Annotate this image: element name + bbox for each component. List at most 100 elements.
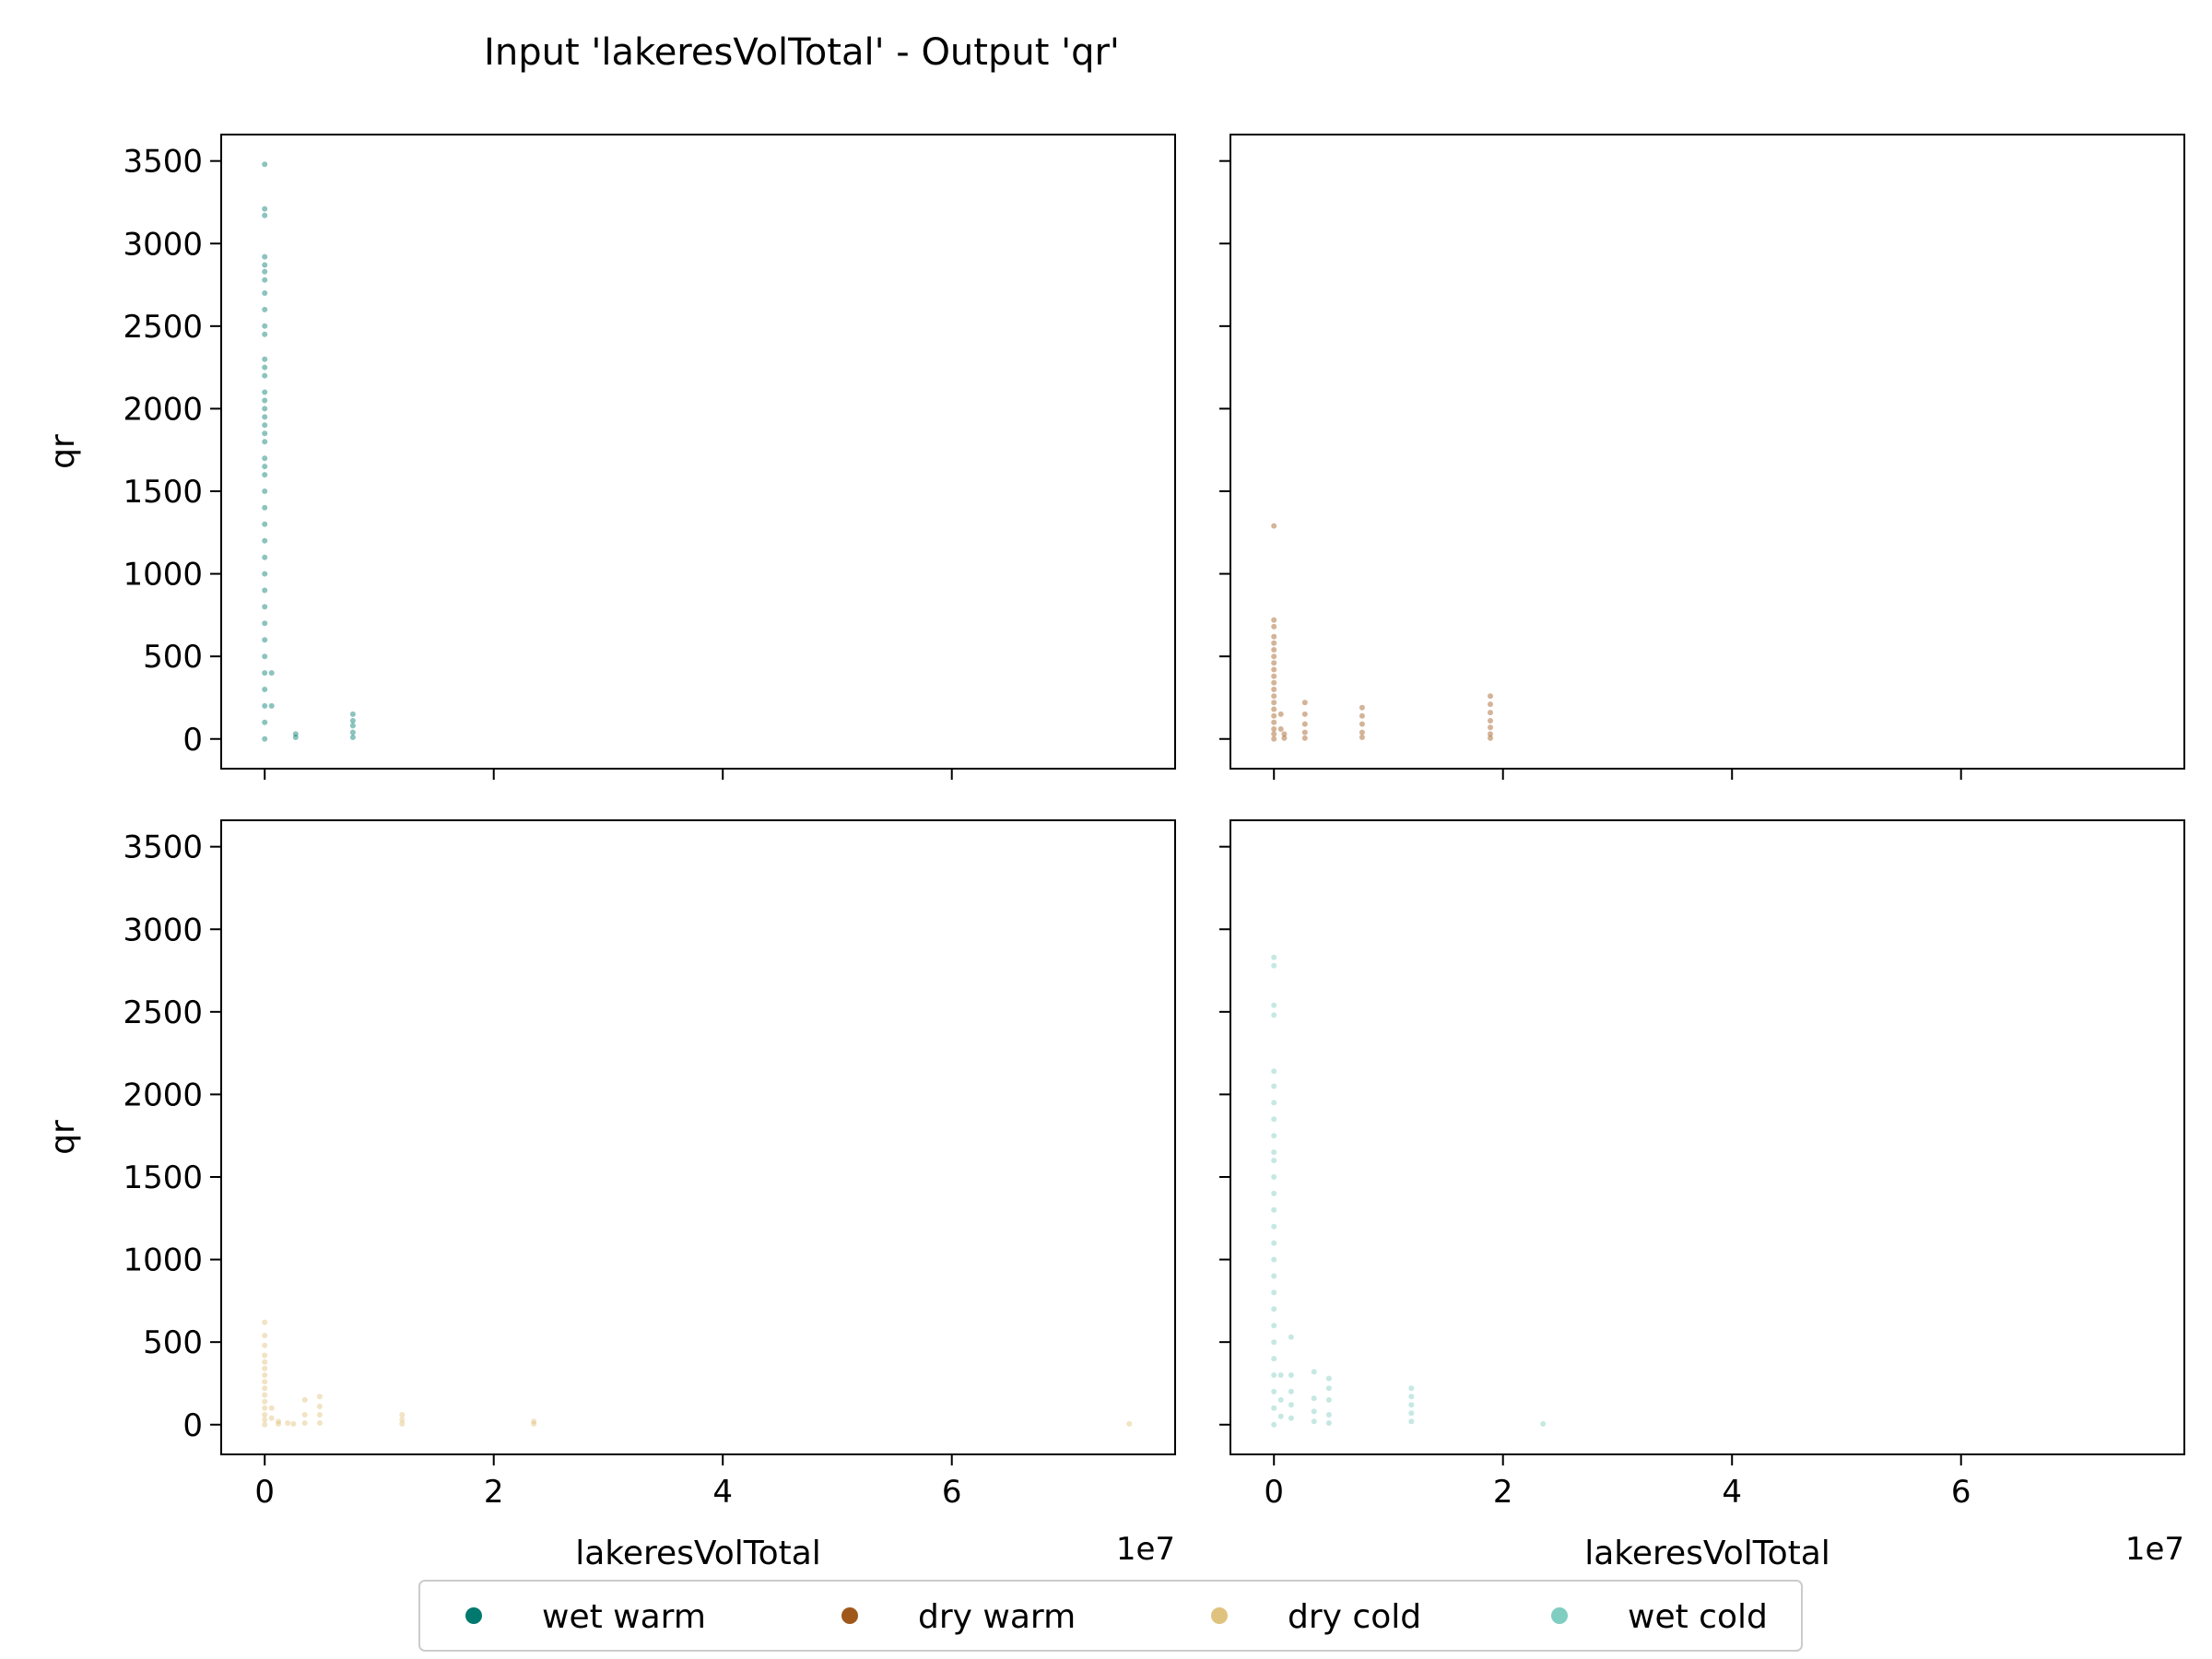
legend-box bbox=[418, 1580, 1803, 1652]
data-point bbox=[1277, 1396, 1284, 1403]
data-point bbox=[1271, 731, 1277, 737]
data-point bbox=[1271, 700, 1277, 706]
y-tick-label: 500 bbox=[143, 1324, 203, 1361]
data-point bbox=[1488, 701, 1493, 708]
data-point bbox=[262, 364, 268, 371]
data-point bbox=[1271, 640, 1277, 646]
data-point bbox=[1359, 712, 1365, 719]
data-point bbox=[1271, 1339, 1277, 1346]
legend-label: wet cold bbox=[1628, 1598, 1768, 1636]
data-point bbox=[1301, 711, 1308, 717]
data-point bbox=[1271, 1158, 1277, 1164]
data-point bbox=[262, 406, 268, 412]
data-point bbox=[262, 554, 268, 560]
data-point bbox=[262, 1417, 268, 1423]
y-tick-label: 1500 bbox=[123, 474, 203, 511]
data-point bbox=[262, 1412, 268, 1418]
data-point bbox=[1271, 1273, 1277, 1279]
y-tick-label: 2500 bbox=[123, 309, 203, 346]
data-point bbox=[1408, 1410, 1415, 1417]
x-tick-label: 2 bbox=[484, 1474, 504, 1511]
data-point bbox=[1325, 1412, 1332, 1418]
x-offset-label: 1e7 bbox=[2125, 1531, 2184, 1568]
y-tick-label: 1000 bbox=[123, 557, 203, 594]
data-point bbox=[1271, 1421, 1277, 1428]
data-point bbox=[1271, 523, 1277, 529]
scatter-series-wet-warm bbox=[262, 161, 356, 742]
data-point bbox=[262, 1365, 268, 1371]
data-point bbox=[316, 1404, 323, 1409]
data-point bbox=[1359, 721, 1365, 727]
data-point bbox=[1281, 731, 1288, 737]
data-point bbox=[1271, 1083, 1277, 1089]
data-point bbox=[399, 1420, 406, 1427]
data-point bbox=[292, 735, 299, 740]
data-point bbox=[262, 206, 268, 212]
data-point bbox=[1540, 1420, 1547, 1427]
data-point bbox=[349, 718, 356, 724]
data-point bbox=[262, 356, 268, 362]
y-tick-label: 3000 bbox=[123, 226, 203, 263]
data-point bbox=[262, 670, 268, 677]
panel-1: 0 500 1000 1500 2000 2500 3000 3500 qr bbox=[44, 134, 1176, 780]
data-point bbox=[531, 1420, 537, 1427]
data-point bbox=[1301, 729, 1308, 735]
data-point bbox=[1277, 1372, 1284, 1378]
panel-4: 0 2 4 6 lakeresVolTotal 1e7 bbox=[1219, 819, 2185, 1572]
x-axis-label: lakeresVolTotal bbox=[1584, 1535, 1830, 1572]
data-point bbox=[1271, 1100, 1277, 1106]
legend-entry-wet-warm: wet warm bbox=[465, 1598, 706, 1636]
scatter-series-wet-cold bbox=[1271, 954, 1547, 1428]
data-point bbox=[301, 1420, 308, 1426]
data-point bbox=[1288, 1402, 1294, 1408]
data-point bbox=[1277, 711, 1284, 717]
data-point bbox=[1271, 1356, 1277, 1362]
data-point bbox=[262, 488, 268, 494]
data-point bbox=[262, 653, 268, 660]
data-point bbox=[262, 1342, 268, 1348]
data-point bbox=[1271, 1289, 1277, 1296]
y-tick-label: 3500 bbox=[123, 144, 203, 181]
panels: 0 500 1000 1500 2000 2500 3000 3500 qr 0 500 1000 15… bbox=[44, 134, 2185, 1572]
y-tick-label: 0 bbox=[182, 722, 203, 759]
data-point bbox=[290, 1420, 297, 1427]
data-point bbox=[262, 537, 268, 544]
data-point bbox=[262, 331, 268, 337]
data-point bbox=[1488, 724, 1493, 731]
data-point bbox=[262, 735, 268, 742]
data-point bbox=[262, 262, 268, 268]
data-point bbox=[1271, 1190, 1277, 1196]
data-point bbox=[1488, 693, 1493, 700]
data-point bbox=[1271, 1012, 1277, 1018]
data-point bbox=[262, 571, 268, 577]
legend-label: wet warm bbox=[542, 1598, 706, 1636]
x-tick-label: 4 bbox=[1722, 1474, 1742, 1511]
data-point bbox=[1288, 1415, 1294, 1421]
data-point bbox=[349, 723, 356, 729]
data-point bbox=[1271, 712, 1277, 719]
panel-2 bbox=[1219, 134, 2185, 780]
data-point bbox=[1271, 954, 1277, 960]
data-point bbox=[1271, 693, 1277, 700]
x-axis-label: lakeresVolTotal bbox=[575, 1535, 821, 1572]
data-point bbox=[1271, 687, 1277, 692]
data-point bbox=[262, 268, 268, 275]
axes-frame bbox=[1230, 134, 2185, 770]
data-point bbox=[399, 1417, 406, 1423]
data-point bbox=[1271, 1133, 1277, 1139]
data-point bbox=[285, 1420, 291, 1426]
x-offset-label: 1e7 bbox=[1116, 1531, 1175, 1568]
data-point bbox=[1271, 1002, 1277, 1008]
chart-title: Input 'lakeresVolTotal' - Output 'qr' bbox=[484, 31, 1120, 74]
data-point bbox=[1311, 1408, 1317, 1415]
data-point bbox=[1271, 706, 1277, 712]
data-point bbox=[1359, 729, 1365, 735]
legend-entry-dry-warm: dry warm bbox=[841, 1598, 1076, 1636]
y-tick-label: 1000 bbox=[123, 1242, 203, 1279]
panel-3: 0 500 1000 1500 2000 2500 3000 3500 0 2 4 6 qr lakere… bbox=[44, 819, 1176, 1572]
legend-marker bbox=[1551, 1607, 1568, 1624]
data-point bbox=[531, 1418, 537, 1425]
data-point bbox=[1301, 721, 1308, 727]
legend-marker bbox=[465, 1607, 482, 1624]
